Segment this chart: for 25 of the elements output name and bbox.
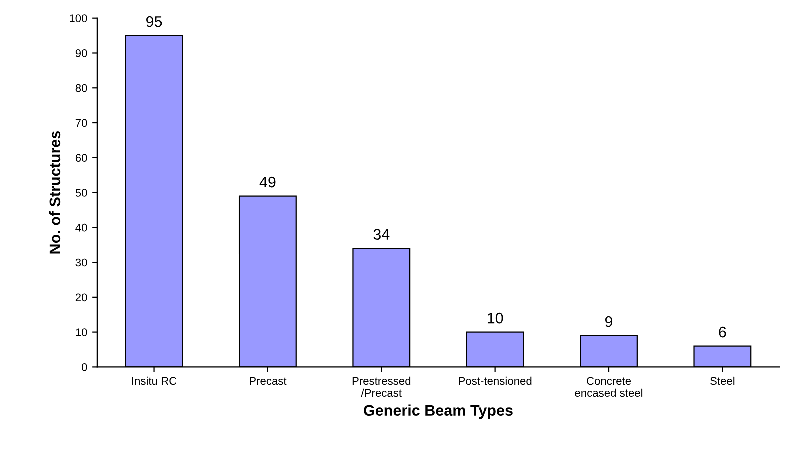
y-tick-label: 60 [76,154,88,162]
y-tick-label: 80 [76,84,88,92]
y-tick-label: 100 [70,14,88,22]
x-tick-label: Insitu RC [132,376,177,386]
x-tick-label: Precast [250,377,287,386]
y-axis-title: No. of Structures [49,131,61,254]
x-tick-label: Steel [710,376,735,386]
y-tick-label: 50 [76,189,88,197]
y-tick-label: 10 [76,328,88,336]
x-tick-label: Concrete encased steel [575,377,643,398]
data-label: 6 [719,326,726,338]
y-tick-label: 20 [76,294,88,302]
y-tick-label: 40 [76,224,88,232]
data-label: 95 [146,16,162,28]
y-tick-label: 70 [76,119,88,128]
x-axis-title: Generic Beam Types [364,404,513,420]
y-tick-label: 90 [76,50,88,58]
y-tick-label: 30 [76,258,88,267]
x-tick-label: Prestressed /Precast [352,376,411,398]
data-label: 9 [605,316,613,328]
data-label: 34 [374,229,390,240]
y-tick-label: 0 [82,363,88,372]
x-tick-label: Post-tensioned [459,376,532,386]
data-label: 49 [260,176,276,188]
data-label: 10 [488,312,504,324]
